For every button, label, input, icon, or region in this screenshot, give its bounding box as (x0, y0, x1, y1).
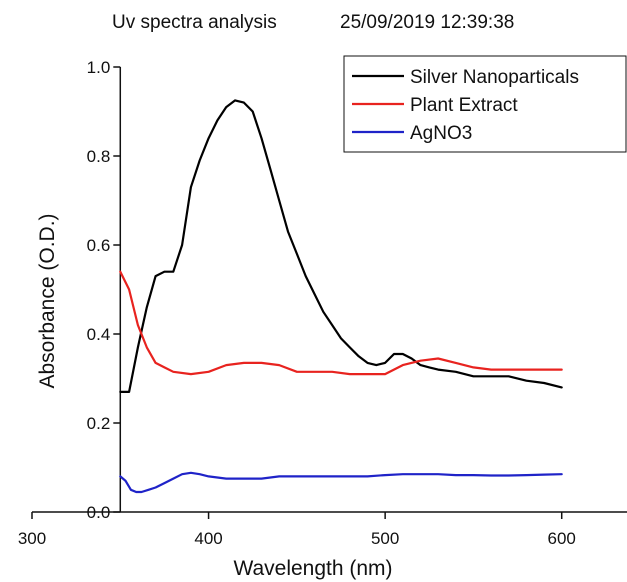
series-line-agno3 (119, 471, 563, 494)
y-tick-label: 0.6 (87, 236, 111, 255)
y-tick-label: 0.8 (87, 147, 111, 166)
legend-label: Silver Nanoparticals (410, 67, 579, 88)
x-tick-label: 400 (194, 529, 222, 548)
axes: 300 400 500 600 0.0 0.2 0.4 0.6 0.8 1.0 (18, 58, 627, 548)
x-tick-label: 600 (548, 529, 576, 548)
y-tick-label: 0.2 (87, 414, 111, 433)
y-tick-label: 1.0 (87, 58, 111, 77)
y-tick-label: 0.4 (87, 325, 111, 344)
chart-header-title: Uv spectra analysis (112, 12, 277, 33)
x-tick-label: 500 (371, 529, 399, 548)
series-line-silver-nanoparticals (119, 99, 563, 393)
y-tick-label: 0.0 (87, 503, 111, 522)
legend: Silver Nanoparticals Plant Extract AgNO3 (343, 55, 627, 153)
legend-label: Plant Extract (410, 95, 518, 116)
y-axis-title: Absorbance (O.D.) (36, 213, 59, 388)
legend-label: AgNO3 (410, 123, 472, 144)
series-layer (119, 99, 563, 494)
x-axis-title: Wavelength (nm) (233, 557, 392, 580)
chart-header-timestamp: 25/09/2019 12:39:38 (340, 12, 514, 33)
x-tick-label: 300 (18, 529, 46, 548)
series-line-plant-extract (119, 270, 563, 376)
